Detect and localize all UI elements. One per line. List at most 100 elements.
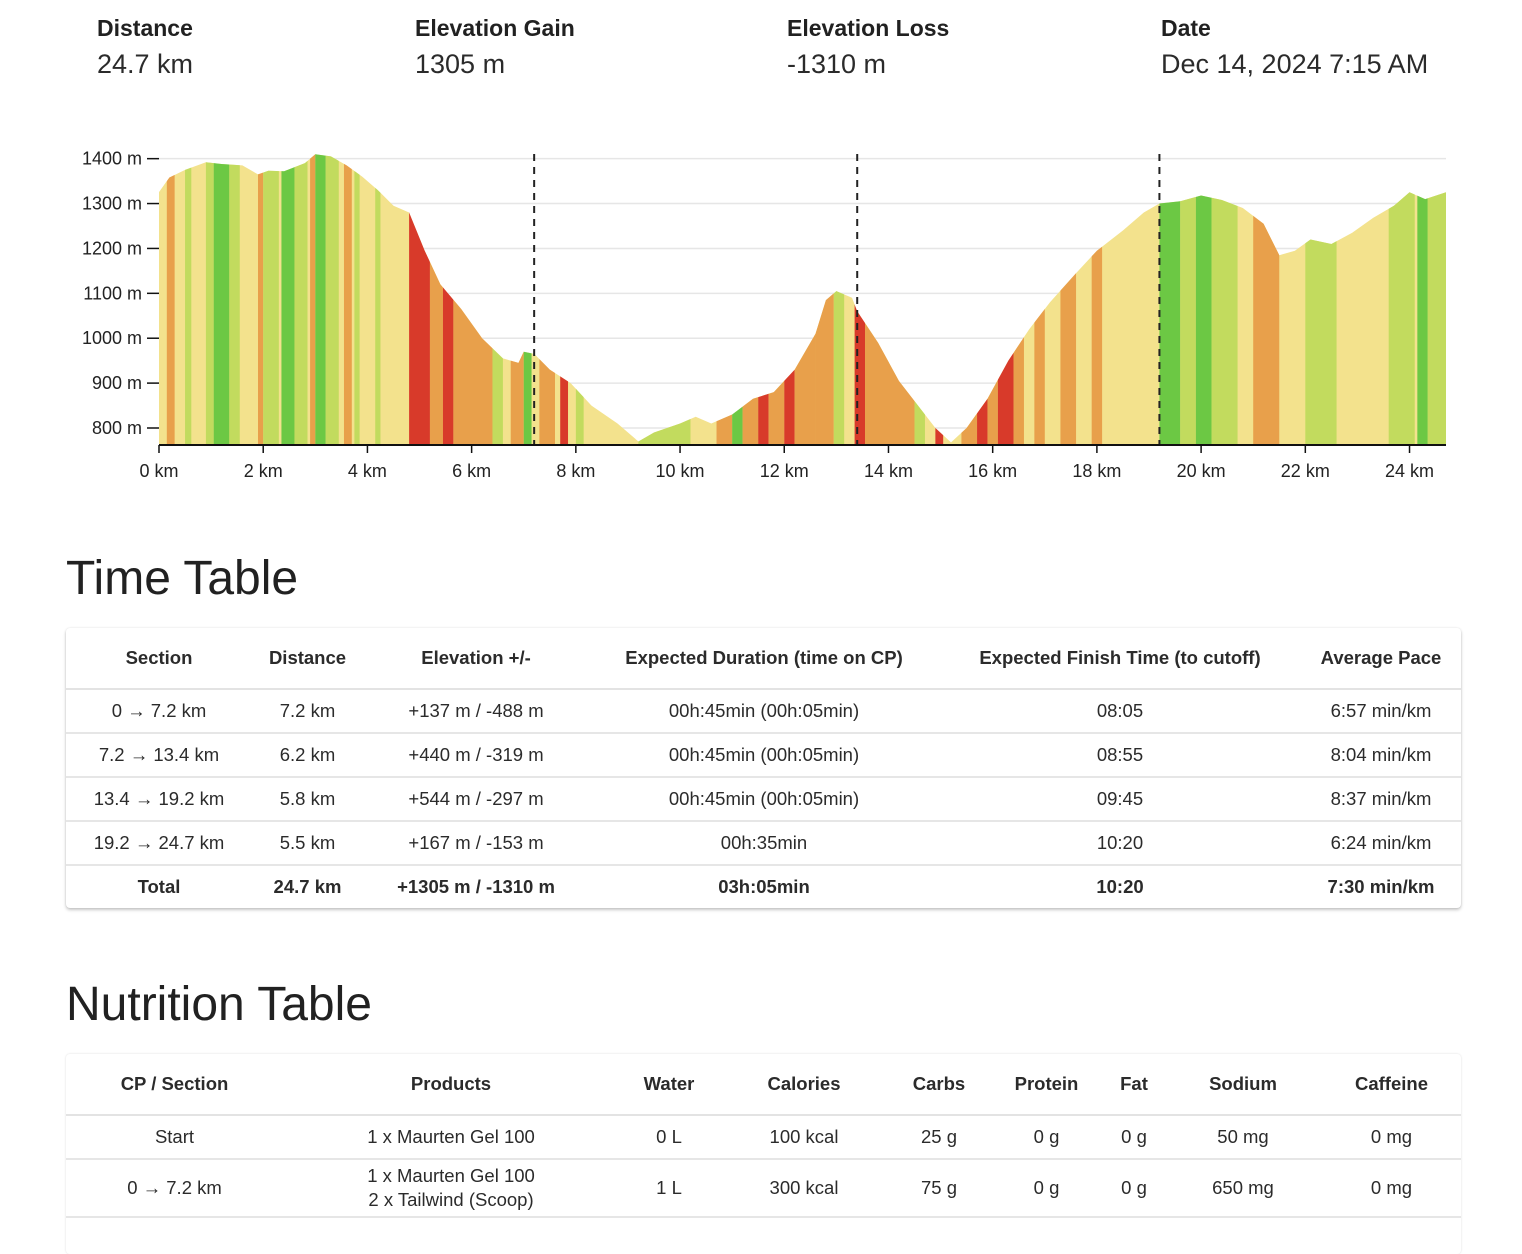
elevation-profile-chart[interactable]: 0 km 2 km 4 km 6 km 8 km 10 km 12 km 14 km 16 km…: [0, 130, 1522, 500]
cell-sodium: 50 mg: [1164, 1115, 1322, 1160]
cell-products: 1 x Maurten Gel 100: [283, 1115, 619, 1160]
cell-protein: 0 g: [989, 1159, 1104, 1218]
cell-elevation: +1305 m / -1310 m: [397, 876, 555, 897]
gradient-segment: [914, 154, 925, 445]
gradient-segment: [1417, 154, 1428, 445]
checkpoint-markers: [533, 154, 1161, 445]
gradient-segment: [1060, 154, 1077, 445]
x-tick-label: 12 km: [760, 461, 809, 481]
gradient-segment: [510, 154, 524, 445]
x-tick-label: 14 km: [864, 461, 913, 481]
cell-elevation: +137 m / -488 m: [363, 689, 589, 734]
stat-value: Dec 14, 2024 7:15 AM: [1161, 49, 1429, 79]
cell-sodium: 650 mg: [1164, 1159, 1322, 1218]
cell-distance: 24.7 km: [273, 876, 342, 897]
time-table-title: Time Table: [66, 552, 299, 605]
x-tick-label: 8 km: [556, 461, 595, 481]
gradient-segment: [213, 154, 230, 445]
cell-section: Total: [137, 876, 181, 897]
table-row: 0 → 7.2 km 7.2 km +137 m / -488 m 00h:45…: [66, 689, 1461, 734]
gradient-segment: [768, 154, 785, 445]
table-header-row: Section Distance Elevation +/- Expected …: [66, 628, 1461, 690]
gradient-segment: [575, 154, 584, 445]
cell-distance: 6.2 km: [252, 733, 363, 778]
cell-carbs: 25 g: [889, 1115, 989, 1160]
cell-water: 1 L: [619, 1159, 719, 1218]
product-line: 2 x Tailwind (Scoop): [368, 1189, 534, 1210]
cell-section: 13.4 → 19.2 km: [66, 777, 252, 822]
cell-pace: 8:04 min/km: [1301, 733, 1461, 778]
cell-distance: 5.5 km: [252, 821, 363, 866]
gradient-segment: [1427, 154, 1446, 445]
cell-caffeine: 0 mg: [1322, 1115, 1461, 1160]
gradient-segment: [732, 154, 743, 445]
cell-finish: 10:20: [939, 821, 1301, 866]
x-tick-label: 16 km: [968, 461, 1017, 481]
header-calories: Calories: [719, 1054, 889, 1116]
y-tick-label: 1400 m: [82, 149, 142, 169]
cell-elevation: +167 m / -153 m: [363, 821, 589, 866]
cell-section: 0 → 7.2 km: [66, 689, 252, 734]
gradient-segment: [294, 154, 308, 445]
gradient-segment: [716, 154, 733, 445]
gradient-segment: [784, 154, 795, 445]
cell-finish: 08:05: [939, 689, 1301, 734]
gradient-segment: [977, 154, 988, 445]
cell-elevation: +440 m / -319 m: [363, 733, 589, 778]
gradient-segment: [1253, 154, 1280, 445]
gradient-segment: [263, 154, 279, 445]
gradient-segment: [1195, 154, 1212, 445]
gradient-segment: [794, 154, 816, 445]
route-stats: Distance 24.7 km Elevation Gain 1305 m E…: [0, 14, 1522, 94]
gradient-segment: [742, 154, 759, 445]
cell-finish: 08:55: [939, 733, 1301, 778]
gradient-segment: [539, 154, 555, 445]
cell-distance: 7.2 km: [252, 689, 363, 734]
x-tick-label: 10 km: [656, 461, 705, 481]
gradient-segment: [935, 154, 944, 445]
nutrition-table-card: CP / Section Products Water Calories Car…: [66, 1054, 1461, 1254]
gradient-segment: [987, 154, 998, 445]
header-water: Water: [619, 1054, 719, 1116]
gradient-segment: [185, 154, 192, 445]
cell-pace: 7:30 min/km: [1327, 876, 1435, 897]
stat-value: 24.7 km: [97, 49, 194, 79]
table-row: 7.2 → 13.4 km 6.2 km +440 m / -319 m 00h…: [66, 733, 1461, 778]
cell-section: 0 → 7.2 km: [66, 1159, 283, 1218]
gradient-segment: [1034, 154, 1045, 445]
header-expected-duration: Expected Duration (time on CP): [589, 628, 939, 690]
product-line: 1 x Maurten Gel 100: [367, 1165, 535, 1186]
gradient-segment: [205, 154, 214, 445]
y-tick-label: 800 m: [92, 418, 142, 438]
y-tick-label: 1300 m: [82, 194, 142, 214]
gradient-segment: [166, 154, 175, 445]
table-row: 0 → 7.2 km 1 x Maurten Gel 100 2 x Tailw…: [66, 1159, 1461, 1218]
gradient-segment: [310, 154, 316, 445]
header-elevation: Elevation +/-: [363, 628, 589, 690]
gradient-segment: [1211, 154, 1238, 445]
gradient-segment: [429, 154, 443, 445]
gradient-segment: [1305, 154, 1337, 445]
gradient-segment: [833, 154, 845, 445]
x-tick-label: 18 km: [1072, 461, 1121, 481]
cell-section: Start: [66, 1115, 283, 1160]
header-fat: Fat: [1104, 1054, 1164, 1116]
nutrition-table: CP / Section Products Water Calories Car…: [66, 1054, 1461, 1218]
header-section: Section: [66, 628, 252, 690]
gradient-segment: [1159, 154, 1181, 445]
stat-distance: Distance 24.7 km: [97, 14, 193, 80]
header-protein: Protein: [989, 1054, 1104, 1116]
x-tick-label: 24 km: [1385, 461, 1434, 481]
table-total-row: Total 24.7 km +1305 m / -1310 m 03h:05mi…: [66, 865, 1461, 908]
gradient-segment: [229, 154, 240, 445]
gradient-segment: [354, 154, 360, 445]
stat-elevation-gain: Elevation Gain 1305 m: [415, 14, 575, 80]
cell-pace: 6:57 min/km: [1301, 689, 1461, 734]
y-tick-label: 1200 m: [82, 238, 142, 258]
gradient-segment: [865, 154, 915, 445]
cell-fat: 0 g: [1104, 1159, 1164, 1218]
cell-duration: 00h:45min (00h:05min): [589, 777, 939, 822]
gradient-segment: [638, 154, 691, 445]
header-carbs: Carbs: [889, 1054, 989, 1116]
cell-caffeine: 0 mg: [1322, 1159, 1461, 1218]
